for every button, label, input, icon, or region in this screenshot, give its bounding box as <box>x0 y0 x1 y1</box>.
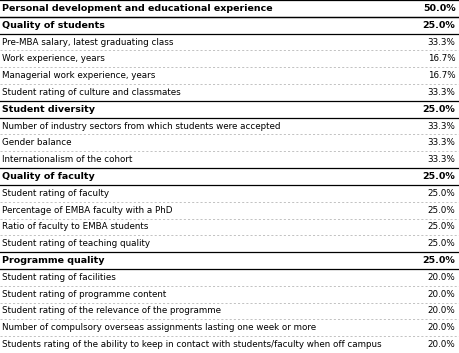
Text: Work experience, years: Work experience, years <box>2 54 105 63</box>
Text: 33.3%: 33.3% <box>426 155 454 164</box>
Text: 25.0%: 25.0% <box>427 239 454 248</box>
Text: Student rating of the relevance of the programme: Student rating of the relevance of the p… <box>2 306 221 316</box>
Text: 20.0%: 20.0% <box>427 323 454 332</box>
Text: Student rating of programme content: Student rating of programme content <box>2 290 166 299</box>
Text: 20.0%: 20.0% <box>427 273 454 282</box>
Text: 16.7%: 16.7% <box>427 71 454 80</box>
Text: 33.3%: 33.3% <box>426 37 454 47</box>
Text: 33.3%: 33.3% <box>426 121 454 131</box>
Text: 33.3%: 33.3% <box>426 88 454 97</box>
Text: Number of compulsory overseas assignments lasting one week or more: Number of compulsory overseas assignment… <box>2 323 316 332</box>
Text: Student rating of teaching quality: Student rating of teaching quality <box>2 239 150 248</box>
Text: 20.0%: 20.0% <box>427 306 454 316</box>
Text: Managerial work experience, years: Managerial work experience, years <box>2 71 155 80</box>
Text: 25.0%: 25.0% <box>427 189 454 198</box>
Text: Student rating of culture and classmates: Student rating of culture and classmates <box>2 88 181 97</box>
Text: Quality of faculty: Quality of faculty <box>2 172 95 181</box>
Text: Programme quality: Programme quality <box>2 256 105 265</box>
Text: 25.0%: 25.0% <box>422 105 454 114</box>
Text: 50.0%: 50.0% <box>422 4 454 13</box>
Text: Number of industry sectors from which students were accepted: Number of industry sectors from which st… <box>2 121 280 131</box>
Text: Gender balance: Gender balance <box>2 138 72 148</box>
Text: 16.7%: 16.7% <box>427 54 454 63</box>
Text: Personal development and educational experience: Personal development and educational exp… <box>2 4 272 13</box>
Text: 25.0%: 25.0% <box>422 21 454 30</box>
Text: 20.0%: 20.0% <box>427 340 454 349</box>
Text: Percentage of EMBA faculty with a PhD: Percentage of EMBA faculty with a PhD <box>2 205 173 215</box>
Text: 25.0%: 25.0% <box>422 256 454 265</box>
Text: 20.0%: 20.0% <box>427 290 454 299</box>
Text: 25.0%: 25.0% <box>422 172 454 181</box>
Text: Students rating of the ability to keep in contact with students/faculty when off: Students rating of the ability to keep i… <box>2 340 381 349</box>
Text: 25.0%: 25.0% <box>427 222 454 232</box>
Text: Student rating of facilities: Student rating of facilities <box>2 273 116 282</box>
Text: 25.0%: 25.0% <box>427 205 454 215</box>
Text: Ratio of faculty to EMBA students: Ratio of faculty to EMBA students <box>2 222 148 232</box>
Text: 33.3%: 33.3% <box>426 138 454 148</box>
Text: Student diversity: Student diversity <box>2 105 95 114</box>
Text: Internationalism of the cohort: Internationalism of the cohort <box>2 155 132 164</box>
Text: Student rating of faculty: Student rating of faculty <box>2 189 109 198</box>
Text: Pre-MBA salary, latest graduating class: Pre-MBA salary, latest graduating class <box>2 37 174 47</box>
Text: Quality of students: Quality of students <box>2 21 105 30</box>
